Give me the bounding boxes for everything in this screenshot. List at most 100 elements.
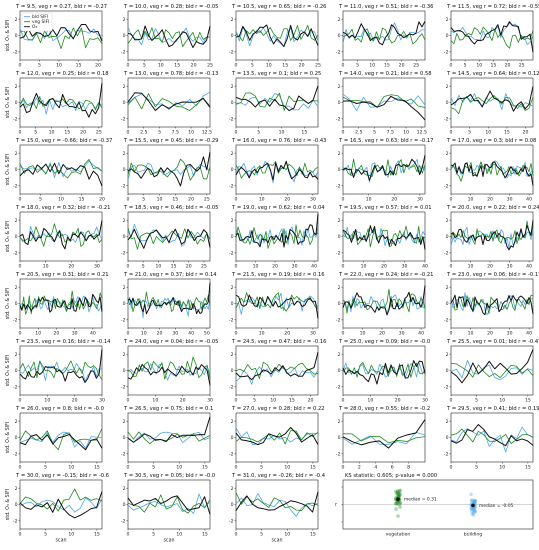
y-tick-label: -2 <box>13 317 18 323</box>
panel: T = 24.0, veg r = 0.04; bld r = -0.05 -2 0… <box>121 339 219 404</box>
x-tick-label: 5 <box>260 532 263 538</box>
r-point <box>469 507 474 512</box>
o3-line <box>235 491 319 513</box>
x-tick-label: 30 <box>94 264 100 270</box>
o3-line <box>19 162 103 187</box>
x-tick-label: 0 <box>127 331 130 337</box>
summary-x-label: building <box>464 532 482 538</box>
panel: T = 10.0, veg r = 0.28; bld r = -0.05 -2 0… <box>121 4 219 69</box>
x-tick-label: 5 <box>44 465 47 471</box>
x-tick-label: 5 <box>152 532 155 538</box>
y-tick-label: 0 <box>231 435 234 441</box>
r-point <box>397 502 402 507</box>
x-tick-label: 30 <box>292 264 298 270</box>
r-point <box>396 494 401 499</box>
y-tick-label: -2 <box>336 183 341 189</box>
y-tick-label: 2 <box>231 486 234 492</box>
x-tick-label: 30 <box>399 331 405 337</box>
r-point <box>469 506 474 510</box>
y-tick-label: 2 <box>338 218 341 224</box>
panel-title: T = 21.0, veg r = 0.37; bld r = 0.14 <box>123 272 217 278</box>
o3-line <box>19 83 103 118</box>
y-tick-label: 0 <box>15 435 18 441</box>
x-tick-label: 15 <box>202 465 208 471</box>
panel-frame <box>127 77 211 128</box>
x-tick-label: 15 <box>202 532 208 538</box>
o3-line <box>342 154 426 181</box>
bld-sifi-line <box>342 362 426 378</box>
x-tick-label: 10 <box>369 63 375 69</box>
o3-line <box>450 424 534 447</box>
veg-sifi-line <box>235 92 319 111</box>
y-tick-label: 2 <box>15 17 18 23</box>
x-tick-label: 0 <box>342 197 345 203</box>
o3-line <box>19 433 103 451</box>
legend-label-veg: veg SIFI <box>32 19 49 25</box>
x-axis-label: scan <box>55 539 66 544</box>
y-tick-label: 0 <box>231 502 234 508</box>
x-tick-label: 15 <box>310 532 316 538</box>
y-tick-label: 0 <box>123 301 126 307</box>
panel-frame <box>342 10 426 61</box>
panel: T = 24.5, veg r = 0.47; bld r = -0.16 -2 0… <box>229 339 327 404</box>
veg-sifi-line <box>450 292 534 316</box>
x-tick-label: 0 <box>450 331 453 337</box>
x-tick-label: 20 <box>395 398 401 404</box>
y-tick-label: 2 <box>446 84 449 90</box>
r-point <box>393 489 398 494</box>
panel: T = 15.0, veg r = -0.66; bld r = -0.37 -2… <box>5 138 112 203</box>
veg-sifi-line <box>127 91 211 111</box>
x-tick-label: 10 <box>43 264 49 270</box>
r-point <box>472 499 477 504</box>
x-tick-label: 6 <box>391 465 394 471</box>
y-tick-label: -2 <box>121 518 126 524</box>
x-tick-label: 40 <box>526 264 532 270</box>
y-tick-label: -2 <box>229 451 234 457</box>
y-tick-label: 0 <box>338 435 341 441</box>
panel-title: T = 18.0, veg r = 0.32; bld r = -0.21 <box>15 205 110 211</box>
y-tick-label: 2 <box>123 84 126 90</box>
y-axis-label: std. O₃ & SIFI <box>5 422 11 454</box>
r-point <box>472 500 477 505</box>
y-tick-label: 2 <box>446 285 449 291</box>
y-tick-label: -2 <box>336 451 341 457</box>
x-tick-label: 15 <box>504 130 510 136</box>
x-tick-label: 10 <box>284 465 290 471</box>
o3-line <box>450 86 534 112</box>
o3-line <box>127 282 211 315</box>
x-tick-label: 5 <box>152 465 155 471</box>
r-point <box>397 501 402 505</box>
x-tick-label: 15 <box>384 63 390 69</box>
y-tick-label: 2 <box>123 218 126 224</box>
y-tick-label: -2 <box>229 116 234 122</box>
median-point <box>471 503 475 508</box>
panel-frame <box>127 479 211 530</box>
panel: T = 19.5, veg r = 0.57; bld r = 0.01 -2 0 2… <box>336 205 432 270</box>
y-tick-label: 2 <box>231 419 234 425</box>
bld-sifi-line <box>19 428 103 451</box>
x-tick-label: 10 <box>56 63 62 69</box>
bld-sifi-line <box>127 27 211 48</box>
x-tick-label: 0 <box>127 264 130 270</box>
y-tick-label: 0 <box>338 33 341 39</box>
x-tick-label: 10 <box>141 331 147 337</box>
x-tick-label: 10 <box>68 465 74 471</box>
x-tick-label: 15 <box>282 63 288 69</box>
o3-line <box>127 495 211 515</box>
x-tick-label: 20 <box>186 264 192 270</box>
y-tick-label: 0 <box>446 33 449 39</box>
x-tick-label: 40 <box>526 331 532 337</box>
bld-sifi-line <box>19 488 103 512</box>
x-tick-label: 2 <box>358 465 361 471</box>
x-tick-label: 5 <box>39 197 42 203</box>
r-point <box>395 502 399 506</box>
panel-title: T = 20.5, veg r = 0.31; bld r = 0.21 <box>15 272 109 278</box>
panel: T = 21.0, veg r = 0.37; bld r = 0.14 -2 0 2… <box>121 272 217 337</box>
x-tick-label: 10 <box>279 130 285 136</box>
y-tick-label: 0 <box>15 33 18 39</box>
panel: T = 13.5, veg r = 0.1; bld r = 0.25 -2 0 2 0… <box>229 71 321 136</box>
summary-panel: KS statistic: 0.605; p-value = 0.000 r med… <box>335 473 534 538</box>
x-tick-label: 10 <box>58 197 64 203</box>
x-tick-label: 0 <box>235 465 238 471</box>
r-point <box>469 500 474 504</box>
